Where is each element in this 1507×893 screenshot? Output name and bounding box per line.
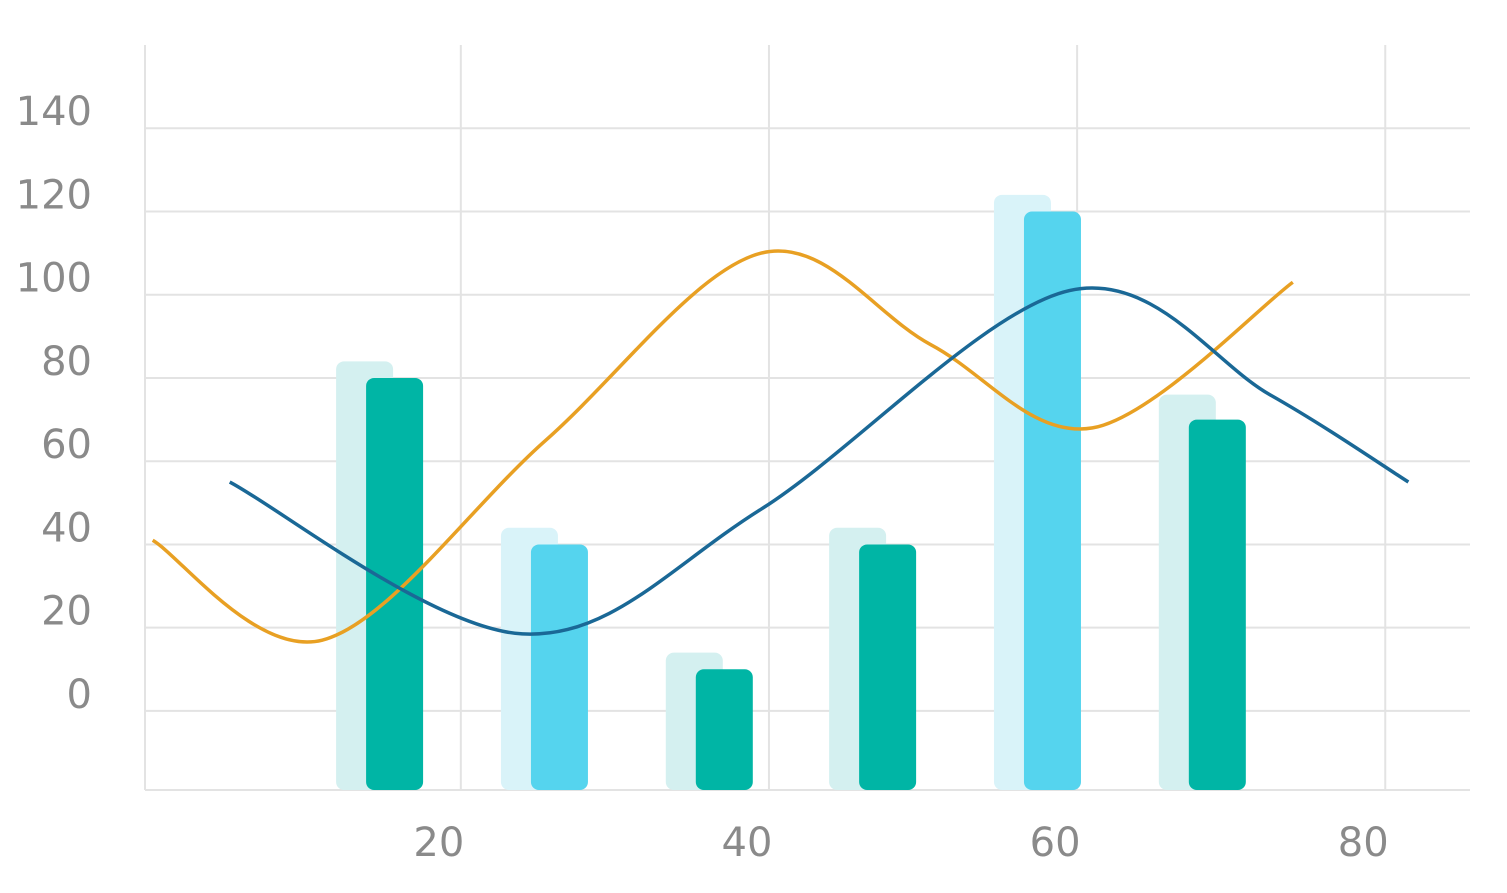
y-tick-label: 0	[67, 672, 92, 718]
y-tick-label: 120	[16, 172, 92, 218]
x-tick-label: 80	[1338, 820, 1389, 866]
y-tick-label: 140	[16, 89, 92, 135]
y-tick-label: 40	[41, 505, 92, 551]
y-tick-label: 80	[41, 339, 92, 385]
bar	[1188, 419, 1246, 790]
x-tick-label: 40	[722, 820, 773, 866]
x-tick-label: 20	[413, 820, 464, 866]
line	[151, 249, 1294, 644]
x-tick-label: 60	[1030, 820, 1081, 866]
y-tick-label: 100	[16, 256, 92, 302]
bar	[695, 669, 753, 790]
y-tick-label: 20	[41, 589, 92, 635]
bar	[530, 544, 588, 790]
y-tick-label: 60	[41, 422, 92, 468]
bar	[859, 544, 917, 790]
bar	[1023, 211, 1081, 790]
line	[228, 286, 1410, 636]
